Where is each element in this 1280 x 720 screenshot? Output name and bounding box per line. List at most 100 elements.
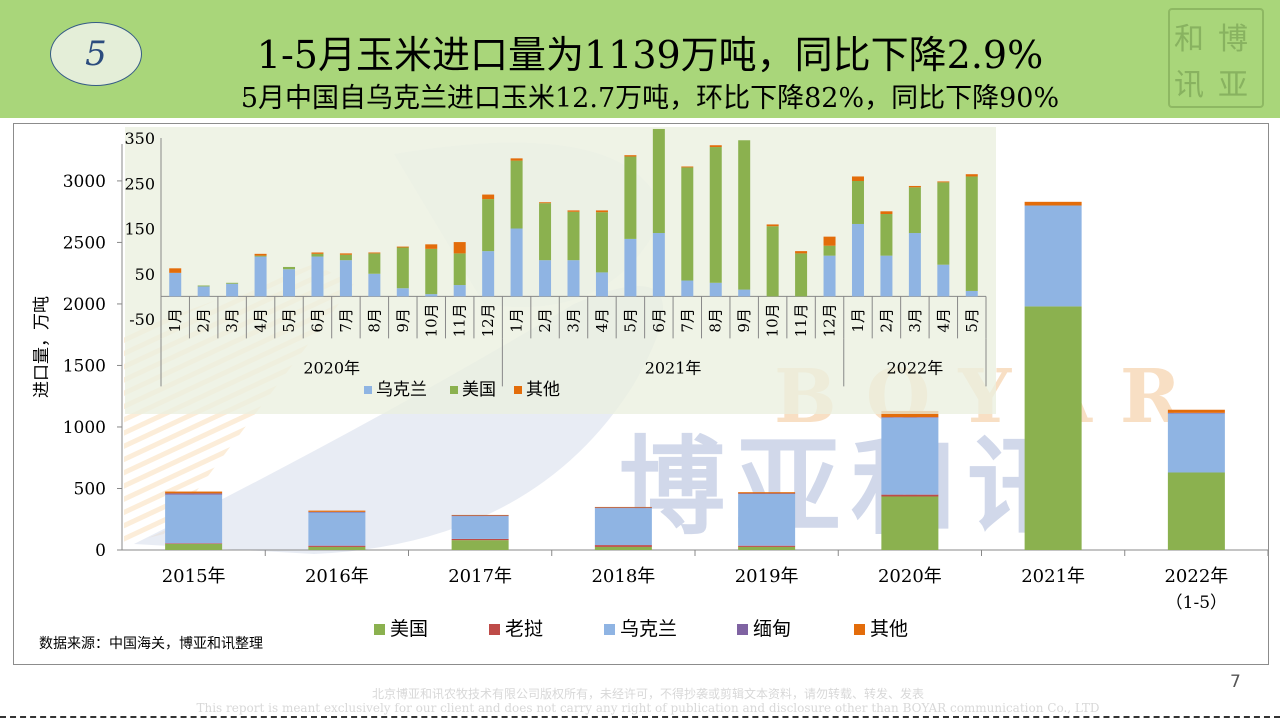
bar-segment: [1167, 413, 1225, 473]
bar-segment: [1024, 306, 1082, 550]
inset-bar-segment: [169, 272, 182, 297]
inset-bar-segment: [709, 145, 722, 148]
y-tick-label: 2500: [63, 233, 106, 253]
inset-year-label: 2022年: [887, 358, 944, 377]
legend-swatch: [604, 624, 615, 635]
seal-char: 讯: [1174, 68, 1204, 103]
inset-y-tick-label: 350: [124, 129, 155, 148]
inset-bar-segment: [425, 244, 438, 249]
inset-bar-segment: [368, 273, 381, 297]
inset-month-label: 5月: [963, 308, 981, 333]
bar-segment: [738, 493, 796, 495]
bar-segment: [594, 508, 652, 546]
inset-bar-segment: [937, 264, 950, 297]
inset-year-label: 2020年: [303, 358, 360, 377]
inset-bar-segment: [937, 181, 950, 183]
seal-char: 博: [1218, 22, 1248, 57]
inset-month-label: 1月: [166, 308, 184, 333]
x-category-label: 2017年: [448, 566, 512, 587]
inset-bar-segment: [738, 140, 751, 290]
boyar-seal-logo: 和 博 讯 亚: [1168, 8, 1264, 108]
inset-month-label: 11月: [792, 303, 810, 337]
legend-swatch: [737, 624, 748, 635]
inset-month-label: 2月: [195, 308, 213, 333]
inset-bar-segment: [453, 242, 466, 254]
main-legend: 美国 老挝 乌克兰 缅甸 其他: [374, 618, 908, 640]
inset-bar-segment: [567, 210, 580, 212]
header-band: 5 1-5月玉米进口量为1139万吨，同比下降2.9% 5月中国自乌克兰进口玉米…: [0, 0, 1280, 118]
inset-bar-segment: [254, 255, 267, 257]
bar-segment: [594, 546, 652, 550]
inset-bar-segment: [226, 283, 239, 297]
inset-year-label: 2021年: [645, 358, 702, 377]
bar-segment: [738, 492, 796, 494]
bar-segment: [308, 512, 366, 546]
legend-swatch: [489, 624, 500, 635]
inset-y-tick-label: -50: [129, 310, 155, 329]
bar-segment: [881, 417, 939, 495]
legend-swatch: [854, 624, 865, 635]
inset-bar-segment: [624, 156, 637, 239]
inset-bar-segment: [652, 128, 665, 234]
page-title: 1-5月玉米进口量为1139万吨，同比下降2.9%: [256, 33, 1044, 77]
inset-bar-segment: [539, 203, 552, 261]
inset-legend-label: 其他: [526, 380, 560, 400]
bar-segment: [594, 507, 652, 509]
inset-bar-segment: [396, 247, 409, 289]
inset-bar-segment: [311, 253, 324, 257]
inset-bar-segment: [880, 255, 893, 297]
legend-label: 美国: [390, 618, 428, 640]
page-subtitle: 5月中国自乌克兰进口玉米12.7万吨，环比下降82%，同比下降90%: [240, 83, 1060, 114]
inset-bar-segment: [339, 254, 352, 261]
inset-bar-segment: [795, 253, 808, 297]
inset-bar-segment: [908, 185, 921, 188]
inset-month-label: 1月: [508, 308, 526, 333]
bar-segment: [594, 545, 652, 547]
inset-month-label: 3月: [223, 308, 241, 333]
inset-y-tick-label: 50: [135, 265, 155, 284]
inset-month-label: 4月: [593, 308, 611, 333]
inset-bar-segment: [226, 282, 239, 284]
inset-bar-segment: [396, 246, 409, 248]
bar-segment: [881, 496, 939, 550]
x-category-label: 2018年: [591, 566, 655, 587]
inset-bar-segment: [908, 233, 921, 297]
legend-label: 老挝: [505, 618, 543, 640]
inset-bar-segment: [880, 214, 893, 256]
legend-label: 乌克兰: [620, 618, 677, 640]
inset-bar-segment: [624, 155, 637, 157]
bar-segment: [451, 538, 509, 541]
inset-bar-segment: [368, 253, 381, 274]
bar-segment: [881, 410, 939, 418]
bar-segment: [594, 506, 652, 508]
inset-bar-segment: [709, 147, 722, 283]
inset-bar-segment: [624, 238, 637, 297]
x-category-label: 2022年: [1164, 566, 1228, 587]
section-badge: 5: [50, 22, 142, 86]
inset-bar-segment: [339, 260, 352, 297]
bar-segment: [1024, 201, 1082, 206]
data-source: 数据来源：中国海关，博亚和讯整理: [39, 635, 263, 652]
bar-segment: [881, 417, 939, 418]
inset-bar-segment: [823, 245, 836, 256]
inset-month-label: 11月: [451, 303, 469, 337]
inset-bar-segment: [254, 253, 267, 256]
inset-bar-segment: [482, 199, 495, 252]
bar-segment: [1167, 412, 1225, 414]
inset-bar-segment: [254, 256, 267, 297]
inset-bar-segment: [681, 167, 694, 281]
bar-segment: [165, 491, 223, 494]
watermark-cn: 博亚和讯: [619, 424, 1083, 549]
inset-month-label: 12月: [479, 303, 497, 337]
inset-bar-segment: [681, 280, 694, 297]
inset-bar-segment: [510, 158, 523, 161]
bar-segment: [881, 494, 939, 497]
inset-month-label: 3月: [906, 308, 924, 333]
inset-bar-segment: [652, 233, 665, 297]
legend-swatch: [374, 624, 385, 635]
inset-bar-segment: [595, 210, 608, 213]
inset-bar-segment: [681, 166, 694, 168]
inset-bar-segment: [965, 176, 978, 291]
inset-bar-segment: [396, 288, 409, 297]
inset-bar-segment: [738, 289, 751, 297]
